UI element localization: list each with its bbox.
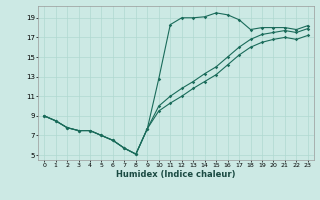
X-axis label: Humidex (Indice chaleur): Humidex (Indice chaleur)	[116, 170, 236, 179]
